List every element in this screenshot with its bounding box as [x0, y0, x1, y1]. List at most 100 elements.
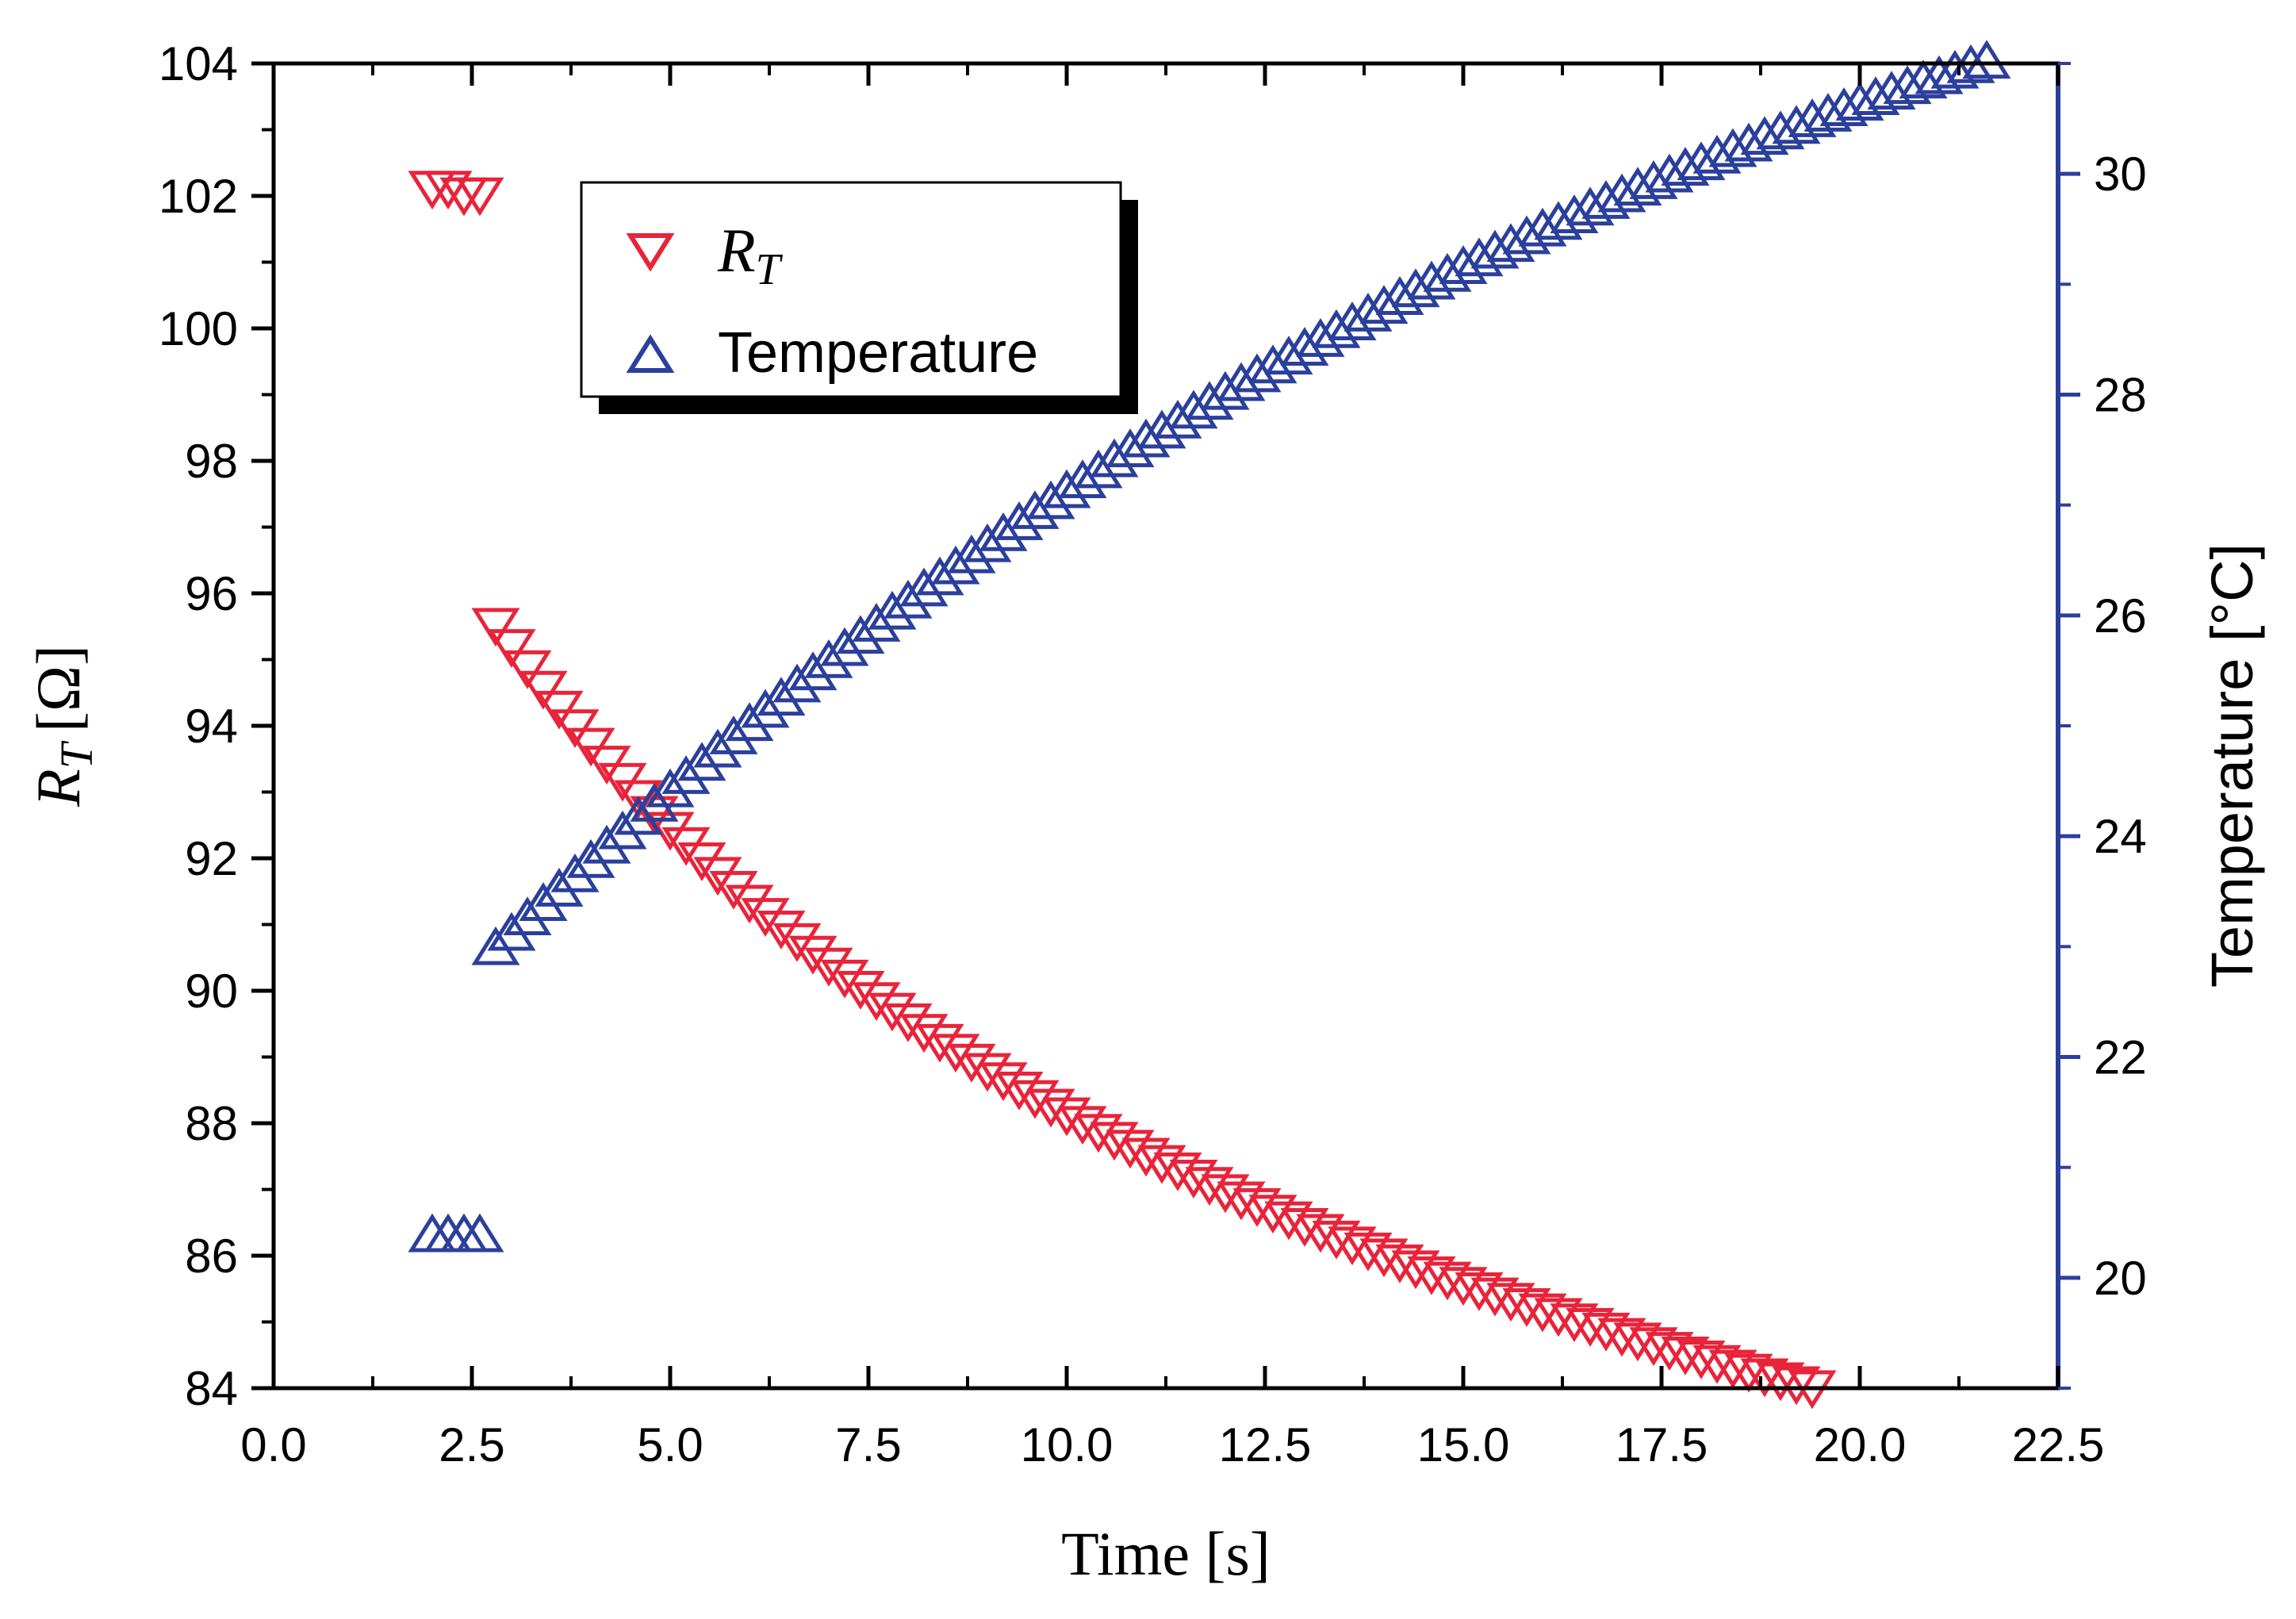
rt-data-point — [852, 982, 901, 1022]
y-left-tick-label: 84 — [185, 1362, 238, 1415]
temperature-data-point — [693, 728, 742, 768]
temperature-data-point — [1851, 76, 1900, 116]
y-left-tick-label: 104 — [159, 37, 238, 90]
y-right-tick-label: 30 — [2094, 148, 2147, 201]
ticks-layer: 0.0 2.5 5.0 7.5 10.0 12.5 15.0 17.5 20.0 22.5 84 86… — [159, 37, 2147, 1471]
temperature-data-point — [661, 755, 711, 794]
temperature-data-point — [931, 545, 980, 585]
temperature-data-point — [1645, 153, 1694, 193]
x-tick-label: 0.0 — [240, 1418, 306, 1471]
rt-data-point — [1692, 1345, 1742, 1384]
rt-data-point — [1201, 1174, 1250, 1214]
temperature-data-point — [884, 579, 933, 619]
rt-data-point — [947, 1043, 996, 1083]
rt-data-point — [1280, 1207, 1329, 1247]
rt-data-point — [1391, 1250, 1440, 1290]
rt-data-point — [915, 1023, 964, 1063]
temperature-data-point — [995, 501, 1044, 540]
rt-data-point — [1677, 1340, 1726, 1379]
temperature-data-point — [1692, 134, 1742, 174]
temperature-data-point — [709, 716, 758, 754]
temperature-data-point — [1137, 409, 1186, 449]
y-left-tick-label: 96 — [185, 567, 238, 620]
y-right-tick-label: 22 — [2094, 1031, 2147, 1084]
legend-label-temperature: Temperature — [718, 321, 1038, 385]
y-right-tick-label: 26 — [2094, 589, 2147, 643]
rt-data-point — [772, 923, 822, 962]
rt-data-point — [1597, 1318, 1646, 1357]
legend-marker-temperature — [626, 334, 675, 373]
temperature-data-point — [1613, 167, 1662, 206]
x-tick-label: 7.5 — [835, 1418, 901, 1471]
rt-data-point — [1629, 1327, 1678, 1367]
temperature-data-point — [1581, 180, 1631, 219]
y-left-tick-label: 94 — [185, 700, 238, 753]
temperature-data-point — [646, 768, 695, 808]
rt-data-point — [535, 690, 584, 730]
rt-data-point — [1439, 1267, 1488, 1306]
temperature-data-point — [899, 567, 949, 607]
temperature-data-point — [772, 663, 822, 703]
y-right-tick-label: 24 — [2094, 810, 2147, 863]
temperature-data-point — [1566, 186, 1615, 226]
temperature-data-point — [1042, 469, 1091, 508]
rt-data-point — [693, 857, 742, 896]
temperature-data-point — [1169, 389, 1218, 429]
temperature-data-point — [1026, 480, 1075, 520]
temperature-data-point — [1915, 55, 1964, 94]
temperature-data-point — [1121, 418, 1171, 458]
temperature-data-point — [1153, 399, 1202, 439]
y-left-title-unit: [Ω] — [24, 645, 93, 732]
rt-data-point — [1740, 1358, 1789, 1398]
x-tick-label: 12.5 — [1219, 1418, 1312, 1471]
temperature-data-point — [1899, 59, 1948, 99]
temperature-data-point — [630, 782, 679, 822]
legend-label-rt-sub: T — [756, 245, 784, 294]
temperature-data-point — [868, 590, 917, 630]
legend-marker-rt — [626, 233, 675, 272]
rt-data-point — [1455, 1272, 1504, 1311]
rt-data-point — [788, 935, 838, 975]
rt-data-point — [1708, 1349, 1757, 1389]
y-left-tick-label: 100 — [159, 302, 238, 355]
x-tick-label: 22.5 — [2012, 1418, 2105, 1471]
x-tick-label: 5.0 — [637, 1418, 703, 1471]
temperature-data-point — [1074, 449, 1123, 489]
y-left-tick-label: 98 — [185, 435, 238, 488]
temperature-data-point — [471, 926, 520, 965]
series-layer — [408, 40, 2011, 1410]
temperature-data-point — [725, 702, 774, 742]
rt-data-point — [1566, 1308, 1615, 1347]
rt-data-point — [1550, 1303, 1599, 1343]
temperature-data-point — [1724, 122, 1773, 162]
temperature-data-point — [915, 556, 964, 596]
temperature-data-point — [820, 627, 869, 666]
x-axis-title: Time [s] — [1061, 1519, 1271, 1588]
temperature-data-point — [598, 810, 647, 850]
temperature-data-point — [1661, 147, 1710, 186]
legend-box — [580, 181, 1122, 398]
rt-data-point — [1470, 1277, 1520, 1317]
rt-data-point — [884, 1003, 933, 1042]
temperature-data-point — [1010, 490, 1060, 529]
temperature-data-point — [1756, 110, 1805, 150]
x-tick-label: 17.5 — [1616, 1418, 1708, 1471]
temperature-data-point — [1597, 173, 1646, 213]
rt-data-point — [1264, 1201, 1313, 1241]
temperature-data-point — [1090, 438, 1139, 478]
temperature-data-point — [757, 677, 806, 716]
temperature-data-point — [614, 796, 663, 835]
temperature-data-point — [1867, 71, 1916, 110]
rt-data-point — [757, 911, 806, 950]
rt-data-point — [868, 992, 917, 1032]
rt-data-point — [1217, 1181, 1266, 1221]
temperature-data-point — [1708, 128, 1757, 167]
rt-data-point — [471, 608, 520, 647]
temperature-data-point — [804, 639, 853, 678]
temperature-data-point — [1185, 381, 1234, 420]
temperature-data-point — [836, 615, 885, 654]
rt-data-point — [1248, 1195, 1297, 1234]
rt-data-point — [804, 947, 853, 987]
